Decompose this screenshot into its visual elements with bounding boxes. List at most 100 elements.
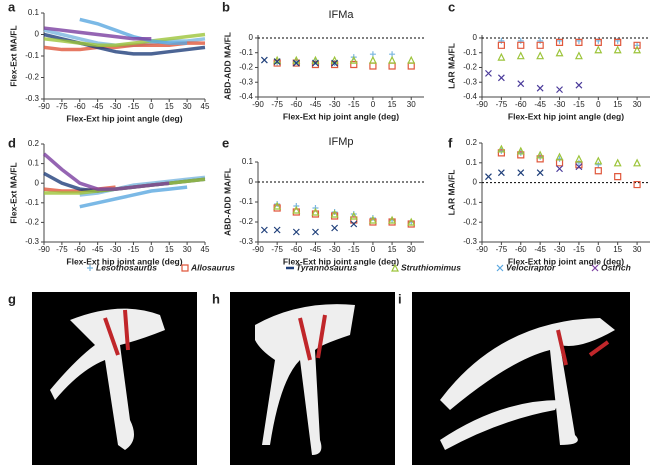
x-tick-label: -60 [515,245,527,254]
point [273,201,282,210]
x-tick-label: -75 [271,245,283,254]
x-tick-label: 15 [388,245,397,254]
point [613,45,622,54]
point [517,169,525,177]
point [516,51,525,60]
point [273,226,281,234]
panel-label: a [8,0,16,14]
point [574,154,583,163]
point [330,209,339,218]
photos [32,292,630,465]
y-tick-label: 0.2 [28,139,40,148]
series-line [43,26,152,41]
point [517,41,525,49]
point [517,37,524,44]
y-tick-label: 0.2 [466,138,478,147]
point [497,41,505,49]
panel-label: b [222,0,230,14]
point [292,228,300,236]
y-tick-label: -0.3 [239,77,253,86]
point [517,151,525,159]
y-tick-label: -0.4 [239,92,253,101]
x-tick-label: 30 [633,245,642,254]
point [497,144,506,153]
bone [440,318,615,450]
y-tick-label: -0.2 [25,73,39,82]
x-tick-label: -15 [348,100,360,109]
point [575,38,583,46]
point [292,205,301,214]
point [614,173,622,181]
x-tick-label: 0 [149,102,154,111]
legend-label: Lesothosaurus [96,262,157,272]
y-axis-label: Flex-Ext MA/FL [8,162,18,223]
point [331,59,339,67]
point [575,81,583,89]
y-tick-label: -0.1 [239,48,253,57]
panel: b IFMa 0 -0.1 -0.2 -0.3 -0.4-90 -75 -60 -45 -30 -15… [222,0,424,121]
point [594,45,603,54]
panel: c 0 -0.1 -0.2 -0.3 -0.4-90 -75 -60 -45 -30 -15 0 15 3… [446,0,650,121]
point [368,55,377,64]
x-tick-label: -45 [310,100,322,109]
legend-label: Tyrannosaurus [296,262,357,272]
legend: Lesothosaurus Allosaurus Tyrannosaurus Stru… [87,262,631,272]
x-tick-label: 0 [596,100,601,109]
point [517,80,525,88]
y-tick-label: 0 [35,178,40,187]
x-tick-label: 15 [613,245,622,254]
point [555,48,564,57]
x-tick-label: -60 [291,100,303,109]
panel-label: c [448,0,455,14]
y-tick-label: -0.2 [463,63,477,72]
x-tick-label: -15 [128,102,140,111]
panel-label: i [398,291,402,306]
x-tick-label: 15 [165,102,174,111]
x-tick-label: -30 [110,245,122,254]
x-tick-label: -75 [496,100,508,109]
x-tick-label: -75 [271,100,283,109]
y-tick-label: 0 [249,33,254,42]
y-tick-label: -0.3 [463,77,477,86]
x-tick-label: -15 [348,245,360,254]
x-tick-label: -30 [554,245,566,254]
x-tick-label: -45 [92,102,104,111]
legend-marker [591,264,599,272]
point [614,38,622,46]
panel-label: d [8,135,16,150]
point [497,52,506,61]
x-tick-label: -75 [496,245,508,254]
x-axis-label: Flex-Ext hip joint angle (deg) [66,113,182,123]
y-tick-label: -0.4 [463,92,477,101]
x-tick-label: 30 [407,245,416,254]
point [497,74,505,82]
y-tick-label: -0.1 [463,198,477,207]
y-tick-label: -0.1 [239,197,253,206]
point [260,56,268,64]
y-axis-label: ABD-ADD MA/FL [222,32,232,100]
point [407,217,416,226]
x-tick-label: 30 [633,100,642,109]
y-tick-label: 0 [249,177,254,186]
y-tick-label: -0.1 [463,48,477,57]
x-tick-label: 0 [371,100,376,109]
panel-label: f [448,135,453,150]
y-tick-label: -0.2 [239,63,253,72]
point [292,59,300,67]
legend-label: Struthiomimus [401,262,461,272]
x-tick-label: 15 [613,100,622,109]
y-tick-label: 0 [473,178,478,187]
x-tick-label: -30 [554,100,566,109]
series-line [79,17,188,45]
muscle [556,329,610,366]
y-tick-label: 0.1 [28,159,40,168]
x-axis-label: Flex-Ext hip joint angle (deg) [508,111,624,121]
point [312,228,319,236]
x-tick-label: -30 [329,100,341,109]
x-tick-label: -60 [291,245,303,254]
point [260,226,268,234]
point [388,55,397,64]
x-tick-label: -90 [476,100,488,109]
point [350,216,358,224]
